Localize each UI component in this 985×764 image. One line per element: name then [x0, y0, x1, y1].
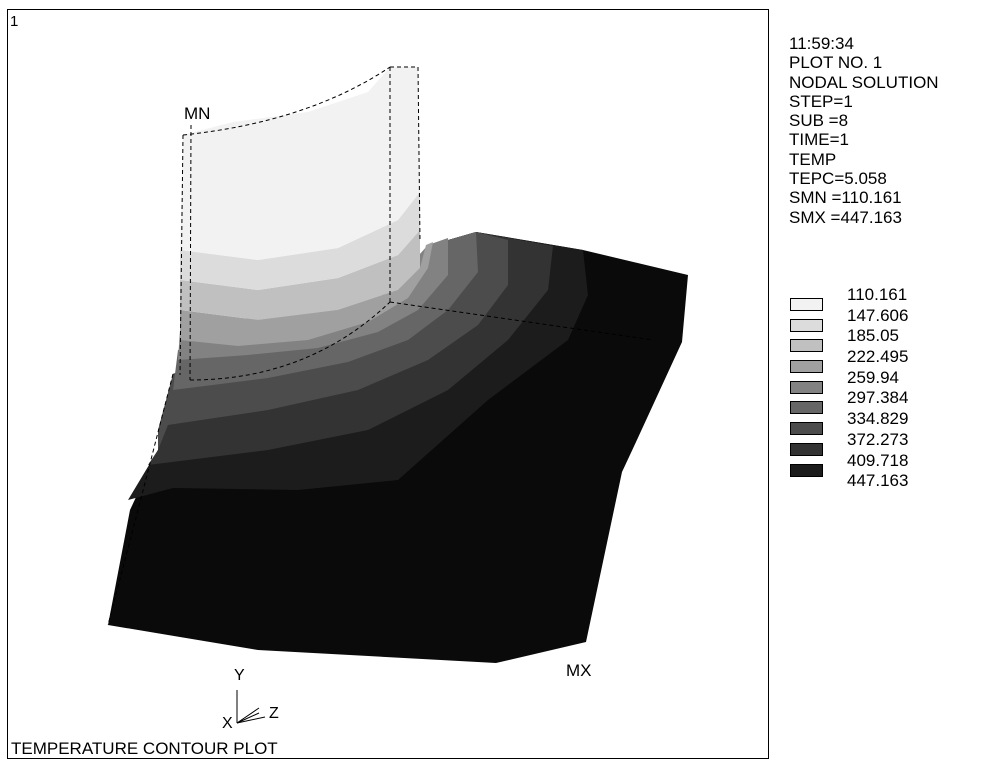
window-number: 1 [10, 13, 19, 30]
legend-value: 297.384 [847, 388, 909, 408]
legend-value: 147.606 [847, 305, 909, 325]
contour-plot [107, 66, 688, 663]
min-label: MN [184, 104, 211, 123]
axis-y-label: Y [234, 667, 245, 684]
shell-band [180, 192, 420, 290]
axis-z-label: Z [269, 705, 279, 722]
shell-band [180, 242, 433, 346]
legend-swatch [790, 360, 823, 374]
tepc-value: TEPC=5.058 [789, 169, 887, 189]
legend-value: 447.163 [847, 471, 909, 491]
solution-type: NODAL SOLUTION [789, 72, 939, 92]
legend-value: 185.05 [847, 326, 899, 346]
time-stamp: 11:59:34 [789, 34, 854, 53]
time-value: TIME=1 [789, 130, 849, 150]
shell-band [180, 67, 420, 260]
step-value: STEP=1 [789, 91, 853, 111]
max-label: MX [566, 661, 592, 680]
slab-notch [548, 476, 604, 585]
plot-number: PLOT NO. 1 [789, 53, 883, 73]
legend-swatch [790, 442, 823, 456]
graphics-viewport[interactable]: 1 MN MX Y Z X TEMPERATURE CONTOUR PLOT [7, 9, 769, 759]
smn-value: SMN =110.161 [789, 188, 902, 208]
legend-swatch [790, 298, 823, 311]
legend-swatch [790, 401, 823, 415]
axis-triad [236, 690, 266, 724]
legend-swatch [790, 422, 823, 436]
legend-value: 259.94 [847, 367, 899, 387]
plot-title: TEMPERATURE CONTOUR PLOT [11, 739, 278, 758]
shell-band [180, 230, 420, 320]
sub-value: SUB =8 [789, 111, 849, 131]
legend-swatch [790, 339, 823, 353]
item-name: TEMP [789, 149, 837, 169]
plot-info: 11:59:34 PLOT NO. 1 NODAL SOLUTION STEP=… [789, 34, 939, 227]
legend-value: 409.718 [847, 450, 909, 470]
legend-swatch [790, 463, 823, 477]
legend-value: 222.495 [847, 347, 909, 367]
legend-value: 334.829 [847, 409, 909, 429]
legend-value: 110.161 [847, 285, 908, 304]
axis-x-label: X [222, 715, 233, 732]
legend-swatch [790, 318, 823, 332]
element-edges [107, 66, 654, 626]
legend-value: 372.273 [847, 429, 909, 449]
smx-value: SMX =447.163 [789, 207, 902, 227]
legend-swatch [790, 380, 823, 394]
